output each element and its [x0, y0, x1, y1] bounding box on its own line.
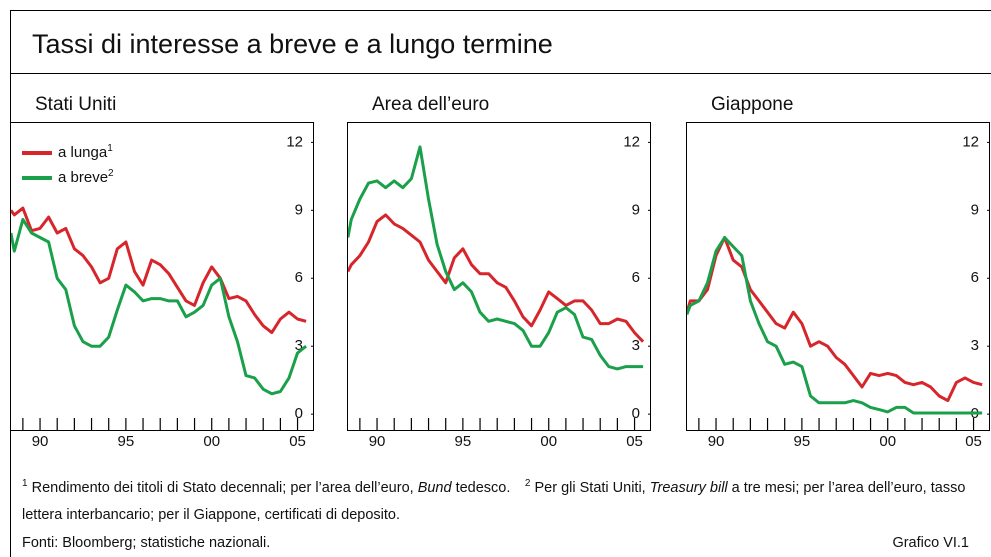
footnote-text: a tre mesi; per l’area dell’euro, tasso … — [22, 479, 966, 523]
footnote-text: Rendimento dei titoli di Stato decennali… — [31, 479, 418, 496]
y-tick-label: 12 — [623, 133, 640, 150]
line-series — [347, 213, 645, 343]
x-tick-label: 90 — [369, 433, 386, 450]
y-tick-label: 0 — [295, 405, 303, 422]
x-tick-label: 05 — [289, 433, 306, 450]
footnote-text: tedesco. — [451, 479, 511, 496]
y-tick-label: 3 — [632, 337, 640, 354]
plot-area — [10, 206, 308, 396]
footnotes: 1 Rendimento dei titoli di Stato decenna… — [22, 470, 984, 529]
plot-area — [347, 145, 645, 371]
chart-title: Tassi di interesse a breve e a lungo ter… — [32, 29, 553, 59]
footnote-text: Treasury bill — [649, 479, 728, 496]
panel-title: Stati Uniti — [35, 94, 116, 115]
x-tick-label: 00 — [203, 433, 220, 450]
y-tick-label: 6 — [295, 269, 303, 286]
legend-name: a lunga — [58, 144, 108, 161]
y-tick-label: 12 — [286, 133, 303, 150]
panel-title: Giappone — [711, 94, 793, 115]
x-tick-label: 05 — [965, 433, 982, 450]
y-tick-label: 9 — [971, 201, 979, 218]
line-series — [10, 217, 308, 396]
line-series — [686, 236, 983, 403]
footnote-text: Per gli Stati Uniti, — [534, 479, 650, 496]
panel-border — [347, 122, 651, 431]
y-tick-label: 3 — [295, 337, 303, 354]
x-tick-label: 90 — [32, 433, 49, 450]
figure-label: Grafico VI.1 — [892, 535, 969, 551]
x-tick-label: 90 — [708, 433, 725, 450]
legend-name: a breve — [58, 169, 108, 186]
line-series — [347, 145, 644, 371]
footnote-marker: 1 — [22, 478, 28, 489]
line-series — [10, 206, 307, 335]
source: Fonti: Bloomberg; statistiche nazionali. — [22, 535, 271, 551]
panel-border — [10, 122, 314, 431]
x-tick-label: 95 — [455, 433, 472, 450]
footnote-marker: 2 — [524, 478, 531, 489]
y-tick-label: 12 — [962, 133, 979, 150]
legend-note: 2 — [108, 168, 114, 179]
x-tick-label: 00 — [879, 433, 896, 450]
y-tick-label: 0 — [632, 405, 640, 422]
y-tick-label: 3 — [971, 337, 979, 354]
panel-title: Area dell’euro — [372, 94, 489, 115]
footnote-text: Bund — [417, 479, 452, 496]
y-tick-label: 6 — [632, 269, 640, 286]
x-tick-label: 05 — [626, 433, 643, 450]
legend-label: a breve2 — [58, 168, 114, 186]
panel-border — [686, 122, 990, 431]
legend-label: a lunga1 — [58, 143, 113, 161]
x-tick-label: 95 — [794, 433, 811, 450]
legend-note: 1 — [107, 143, 113, 154]
y-tick-label: 9 — [632, 201, 640, 218]
x-tick-label: 95 — [118, 433, 135, 450]
y-tick-label: 9 — [295, 201, 303, 218]
y-tick-label: 6 — [971, 269, 979, 286]
x-tick-label: 00 — [540, 433, 557, 450]
line-series — [686, 236, 983, 415]
plot-area — [686, 236, 983, 415]
